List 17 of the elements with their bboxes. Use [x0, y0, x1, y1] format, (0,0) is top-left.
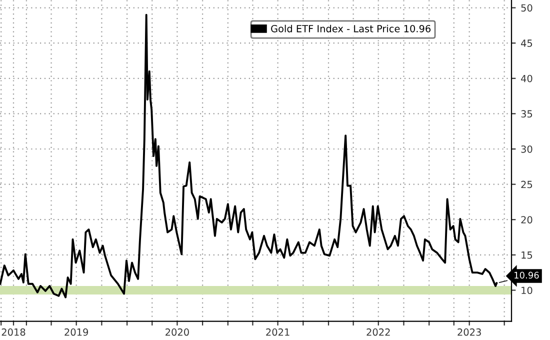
x-tick-label: 2020: [166, 328, 189, 336]
y-tick-label: 45: [521, 40, 532, 47]
y-tick-label: 25: [521, 180, 532, 188]
y-tick-label: 35: [521, 110, 532, 118]
y-tick-label: 40: [521, 74, 532, 82]
y-tick-label: 20: [521, 216, 532, 224]
annotation: 10.96: [514, 272, 539, 279]
x-tick-label: 2019: [64, 328, 88, 336]
x-tick-label: 2021: [266, 328, 290, 336]
legend-label: Gold ETF Index - Last Price 10.96: [271, 24, 431, 32]
y-tick-label: 50: [521, 4, 532, 12]
x-tick-label: 2023: [458, 328, 481, 336]
y-tick-label: 10: [522, 286, 532, 294]
y-tick-label: 15: [522, 252, 532, 259]
y-tick-label: 30: [521, 145, 532, 153]
x-tick-label: 2018: [2, 328, 26, 336]
x-tick-label: 2022: [366, 328, 390, 336]
